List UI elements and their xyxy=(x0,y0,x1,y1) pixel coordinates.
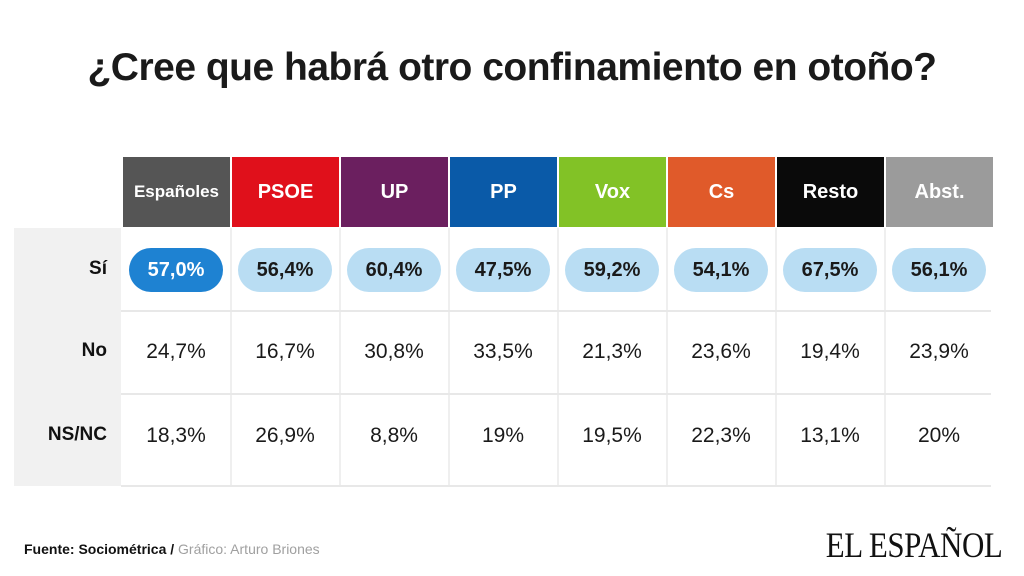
grid-line-vertical xyxy=(884,228,886,486)
grid-line-horizontal xyxy=(121,485,991,487)
value-pill: 57,0% xyxy=(129,248,223,292)
table-cell: 21,3% xyxy=(582,340,642,363)
table-cell: 33,5% xyxy=(473,340,533,363)
value-pill: 56,1% xyxy=(892,248,986,292)
table-cell: 13,1% xyxy=(800,424,860,447)
footer-source: Fuente: Sociométrica / Gráfico: Arturo B… xyxy=(24,541,320,557)
table-cell: 60,4% xyxy=(340,229,448,311)
table-cell: 23,6% xyxy=(691,340,751,363)
column-header-4: Vox xyxy=(559,157,666,227)
grid-line-vertical xyxy=(448,228,450,486)
source-label: Fuente: Sociométrica xyxy=(24,541,167,557)
table-cell: 20% xyxy=(917,424,961,447)
row-header-background xyxy=(14,228,121,486)
column-header-0: Españoles xyxy=(123,157,230,227)
value-pill: 67,5% xyxy=(783,248,877,292)
row-label-0: Sí xyxy=(89,258,107,279)
row-label-1: No xyxy=(81,340,107,361)
column-header-3: PP xyxy=(450,157,557,227)
column-header-2: UP xyxy=(341,157,448,227)
value-pill: 59,2% xyxy=(565,248,659,292)
table-cell: 16,7% xyxy=(255,340,315,363)
table-cell: 19,5% xyxy=(582,424,642,447)
grid-line-vertical xyxy=(666,228,668,486)
table-cell: 26,9% xyxy=(255,424,315,447)
table-cell: 8,8% xyxy=(370,424,418,447)
table-cell: 54,1% xyxy=(667,229,775,311)
table-cell: 19% xyxy=(481,424,525,447)
footer-separator: / xyxy=(166,541,179,557)
grid-line-vertical xyxy=(230,228,232,486)
table-cell: 18,3% xyxy=(146,424,206,447)
table-cell: 59,2% xyxy=(558,229,666,311)
value-pill: 47,5% xyxy=(456,248,550,292)
graphic-credit: Gráfico: Arturo Briones xyxy=(178,541,320,557)
table-cell: 23,9% xyxy=(909,340,969,363)
table-cell: 47,5% xyxy=(449,229,557,311)
column-header-5: Cs xyxy=(668,157,775,227)
grid-line-horizontal xyxy=(121,393,991,395)
chart-title: ¿Cree que habrá otro confinamiento en ot… xyxy=(87,46,937,89)
el-espanol-logo: EL ESPAÑOL xyxy=(825,525,1002,565)
column-header-6: Resto xyxy=(777,157,884,227)
column-header-7: Abst. xyxy=(886,157,993,227)
table-cell: 22,3% xyxy=(691,424,751,447)
table-cell: 56,4% xyxy=(231,229,339,311)
table-cell: 19,4% xyxy=(800,340,860,363)
table-cell: 67,5% xyxy=(776,229,884,311)
value-pill: 60,4% xyxy=(347,248,441,292)
table-cell: 57,0% xyxy=(122,229,230,311)
table-cell: 30,8% xyxy=(364,340,424,363)
table-cell: 56,1% xyxy=(885,229,993,311)
table-cell: 24,7% xyxy=(146,340,206,363)
column-header-1: PSOE xyxy=(232,157,339,227)
value-pill: 54,1% xyxy=(674,248,768,292)
grid-line-vertical xyxy=(557,228,559,486)
grid-line-vertical xyxy=(775,228,777,486)
grid-line-vertical xyxy=(339,228,341,486)
row-label-2: NS/NC xyxy=(47,424,107,445)
value-pill: 56,4% xyxy=(238,248,332,292)
grid-line-horizontal xyxy=(121,310,991,312)
